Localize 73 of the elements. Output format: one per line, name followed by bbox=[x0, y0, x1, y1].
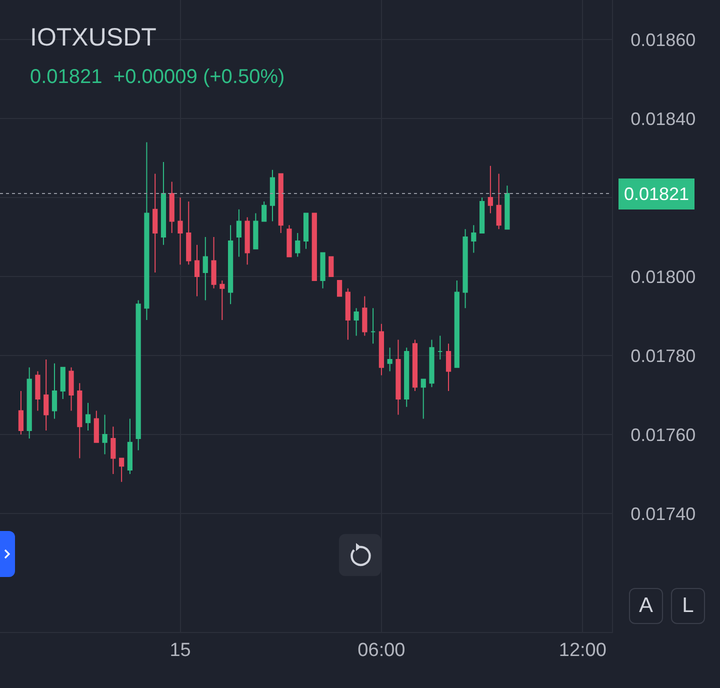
candlestick bbox=[44, 358, 49, 432]
candlestick bbox=[286, 224, 292, 258]
candlestick bbox=[160, 161, 166, 246]
candlestick bbox=[262, 200, 267, 222]
candlestick bbox=[370, 308, 376, 344]
candlestick bbox=[328, 256, 334, 277]
candlestick bbox=[144, 142, 150, 320]
candlestick bbox=[336, 280, 342, 297]
candlestick bbox=[119, 458, 124, 482]
candlestick bbox=[102, 414, 108, 455]
candlestick bbox=[178, 197, 183, 266]
candlestick bbox=[504, 185, 510, 230]
candlestick bbox=[194, 244, 200, 297]
candlestick bbox=[278, 173, 284, 234]
y-tick-label: 0.01800 bbox=[630, 266, 696, 287]
candlestick bbox=[462, 228, 468, 309]
candlestick bbox=[244, 216, 250, 266]
y-tick-label: 0.01860 bbox=[630, 30, 696, 50]
candlestick bbox=[18, 390, 24, 435]
text: IOTXUSDT bbox=[30, 24, 156, 52]
candlestick bbox=[429, 339, 434, 388]
candlestick bbox=[345, 288, 350, 340]
candlestick bbox=[202, 236, 208, 301]
y-tick-label: 0.01840 bbox=[630, 108, 696, 129]
candlestick bbox=[136, 300, 141, 451]
candlestick bbox=[420, 378, 426, 420]
candlestick bbox=[85, 402, 91, 432]
x-tick-label: 15 bbox=[170, 640, 191, 661]
candlestick bbox=[404, 347, 410, 408]
x-tick-label: 12:00 bbox=[558, 640, 606, 661]
candlestick bbox=[454, 280, 460, 368]
candlestick bbox=[60, 366, 66, 400]
candlestick bbox=[387, 347, 392, 372]
candlestick bbox=[354, 308, 359, 336]
candlestick bbox=[94, 410, 99, 443]
candlestick bbox=[446, 343, 452, 392]
candlestick bbox=[488, 165, 493, 214]
candlestick bbox=[152, 173, 158, 274]
candlestick bbox=[236, 208, 242, 258]
candlestick bbox=[68, 366, 74, 412]
candlestick bbox=[412, 339, 418, 392]
candlestick bbox=[480, 197, 485, 234]
candlestick bbox=[396, 339, 401, 416]
candlestick bbox=[312, 212, 317, 281]
candlestick bbox=[362, 296, 368, 336]
candlestick bbox=[52, 362, 58, 420]
candlestick bbox=[270, 169, 276, 222]
candlestick bbox=[303, 212, 309, 250]
text: 0.01821 +0.00009 (+0.50%) bbox=[30, 66, 285, 89]
candlestick bbox=[77, 382, 82, 459]
y-tick-label: 0.01780 bbox=[630, 346, 696, 366]
candlestick bbox=[35, 370, 40, 412]
text: L bbox=[671, 588, 705, 624]
candlestick bbox=[228, 224, 234, 305]
candlestick bbox=[169, 181, 174, 234]
candlestick bbox=[110, 426, 116, 474]
candlestick bbox=[186, 200, 192, 266]
ref-line-label: 0.01821 bbox=[624, 184, 690, 204]
candlestick bbox=[26, 366, 32, 439]
candlestick bbox=[496, 173, 502, 230]
text: A bbox=[629, 588, 663, 624]
candlestick bbox=[220, 280, 225, 320]
y-tick-label: 0.01740 bbox=[630, 504, 696, 524]
candlestick bbox=[438, 335, 443, 360]
candlestick bbox=[295, 232, 300, 258]
x-tick-label: 06:00 bbox=[358, 640, 406, 661]
candlestick bbox=[378, 323, 384, 376]
candlestick bbox=[127, 418, 132, 474]
candlestick bbox=[211, 236, 216, 289]
y-tick-label: 0.01760 bbox=[630, 424, 696, 445]
candlestick bbox=[253, 212, 258, 250]
candlestick bbox=[320, 252, 326, 289]
candlestick bbox=[471, 224, 476, 254]
